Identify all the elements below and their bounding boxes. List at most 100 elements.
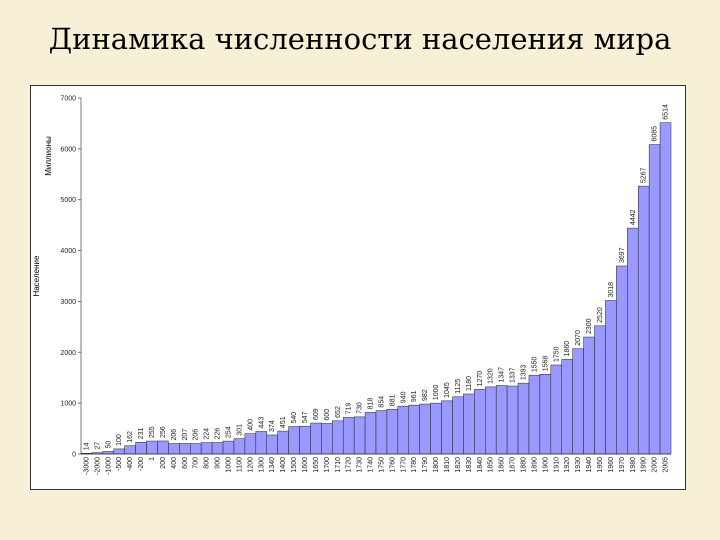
bar: [255, 431, 267, 455]
bar: [211, 442, 224, 455]
value-label: 374: [269, 420, 276, 432]
value-label: 1045: [444, 382, 451, 398]
value-label: 100: [116, 434, 123, 446]
value-label: 2300: [586, 318, 593, 334]
value-label: 1568: [542, 356, 549, 372]
value-label: 652: [335, 406, 342, 418]
x-tick-label: 1830: [466, 457, 473, 473]
bar: [430, 402, 442, 455]
x-tick-label: -400: [127, 457, 134, 471]
value-label: 255: [149, 426, 156, 438]
value-label: 4442: [630, 209, 637, 225]
x-tick-label: 1950: [597, 457, 604, 473]
x-tick-label: -500: [116, 457, 123, 471]
x-tick-label: 1760: [389, 457, 396, 473]
bar: [288, 426, 300, 455]
x-tick-label: 1700: [324, 457, 331, 473]
x-tick-label: 1740: [368, 457, 375, 473]
x-tick-label: 2000: [652, 457, 659, 473]
x-tick-label: 1000: [226, 457, 233, 473]
x-tick-label: 1870: [510, 457, 517, 473]
x-tick-label: 1770: [400, 457, 407, 473]
bar: [168, 443, 180, 455]
value-label: 982: [422, 389, 429, 401]
value-label: 940: [400, 391, 407, 403]
bar: [397, 405, 410, 455]
value-label: 2070: [575, 330, 582, 346]
value-label: 443: [258, 417, 265, 429]
bar: [332, 420, 344, 455]
value-label: 1320: [488, 368, 495, 384]
bar: [179, 443, 191, 455]
bar: [277, 430, 289, 455]
value-label: 547: [302, 411, 309, 423]
x-tick-label: 1780: [411, 457, 418, 473]
y-axis-title: Население: [32, 255, 41, 296]
value-label: 1860: [564, 341, 571, 357]
bar: [659, 122, 672, 455]
x-tick-label: 1200: [247, 457, 254, 473]
x-tick-label: 1850: [488, 457, 495, 473]
bar: [637, 185, 650, 455]
y-tick-label: 0: [72, 452, 76, 459]
value-label: 1550: [531, 356, 538, 372]
value-label: 206: [171, 429, 178, 441]
bar: [474, 389, 486, 455]
y-axis-unit: Миллионы: [44, 136, 53, 176]
bar: [452, 396, 464, 455]
y-tick-label: 6000: [60, 146, 76, 153]
x-tick-label: 1600: [302, 457, 309, 473]
value-label: 1393: [521, 364, 528, 380]
bar: [386, 408, 399, 455]
x-tick-label: 1990: [641, 457, 648, 473]
x-tick-label: 1300: [258, 457, 265, 473]
value-label: 1337: [510, 367, 517, 383]
x-tick-label: 1920: [564, 457, 571, 473]
y-tick-label: 2000: [60, 350, 76, 357]
x-tick-label: 1860: [499, 457, 506, 473]
population-chart: Миллионы Население 0 1000 2000 3000 4000 5000…: [32, 96, 672, 475]
bar: [244, 433, 257, 455]
x-axis-labels: -3000 -2000 -1000 -500 -400 -200 1 200 400 600 700…: [83, 457, 669, 475]
chart-frame: Миллионы Население 0 1000 2000 3000 4000 5000…: [30, 85, 686, 490]
bar: [539, 374, 552, 455]
bar: [605, 300, 617, 455]
bar: [408, 404, 420, 455]
x-tick-label: 1650: [313, 457, 320, 473]
x-tick-label: 1100: [236, 457, 243, 472]
value-label: 3018: [608, 282, 615, 298]
x-tick-label: 900: [215, 457, 222, 469]
bar: [222, 440, 235, 455]
value-label: 1270: [477, 371, 484, 387]
value-label: 1000: [433, 384, 440, 400]
value-label: 231: [138, 427, 145, 439]
y-tick-label: 4000: [60, 248, 76, 255]
y-tick-label: 5000: [60, 197, 76, 204]
x-tick-label: 1980: [630, 457, 637, 473]
value-label: 224: [204, 428, 211, 440]
bar: [495, 385, 508, 455]
x-tick-label: 800: [204, 457, 211, 469]
x-tick-label: 1810: [444, 457, 451, 473]
bar: [299, 425, 311, 455]
value-label: 256: [160, 426, 167, 438]
bar: [627, 227, 639, 455]
value-label: 301: [236, 424, 243, 436]
bar: [364, 412, 377, 455]
bar: [233, 438, 246, 455]
value-label: 400: [247, 419, 254, 431]
value-label: 1180: [466, 376, 473, 391]
bar: [321, 423, 333, 455]
y-tick-label: 1000: [60, 401, 76, 408]
x-tick-label: 1960: [608, 457, 615, 473]
bar: [463, 393, 475, 455]
bar: [616, 265, 628, 455]
x-tick-label: 1730: [357, 457, 364, 473]
bar: [310, 422, 322, 455]
value-label: 254: [226, 426, 233, 438]
value-label: 1750: [553, 346, 560, 362]
bar: [506, 385, 519, 455]
value-label: 609: [313, 408, 320, 420]
value-label: 719: [346, 403, 353, 415]
bar: [157, 440, 169, 455]
